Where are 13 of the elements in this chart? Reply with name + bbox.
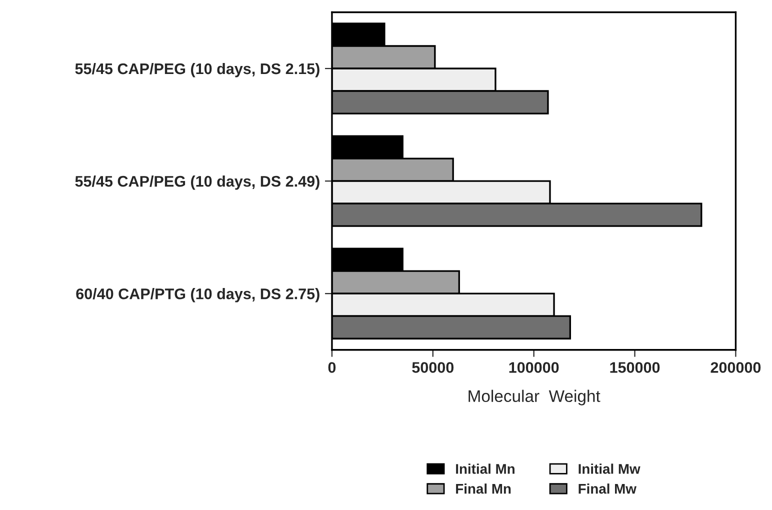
legend-label: Final Mn [456,484,511,494]
x-axis-title: Molecular Weight [468,390,600,406]
y-tick-label: 55/45 CAP/PEG (10 days, DS 2.15) [75,62,320,78]
legend-label: Initial Mn [456,464,514,474]
legend-label: Final Mw [578,484,636,494]
x-tick-label: 50000 [412,362,454,373]
y-tick-label: 60/40 CAP/PTG (10 days, DS 2.75) [76,288,320,302]
x-tick-label: 0 [328,362,336,373]
y-tick-label: 55/45 CAP/PEG (10 days, DS 2.49) [75,176,320,190]
x-tick-label: 150000 [610,362,660,373]
x-tick-label: 100000 [509,362,559,373]
legend-label: Initial Mw [578,464,640,474]
x-tick-label: 200000 [710,362,761,373]
